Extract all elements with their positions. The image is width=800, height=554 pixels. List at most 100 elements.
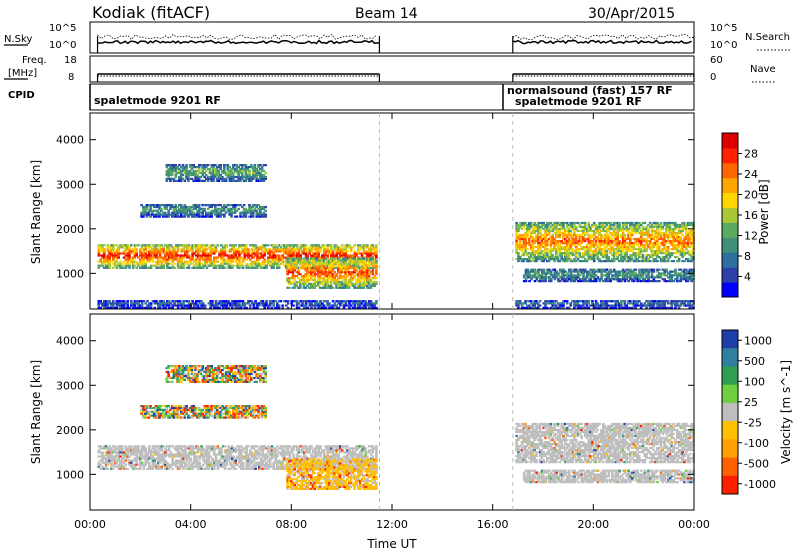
power-cell [656, 256, 659, 259]
power-cell [549, 237, 553, 241]
power-cell [366, 246, 369, 249]
power-cell [353, 252, 357, 255]
power-cell [324, 267, 327, 270]
power-cell [576, 240, 580, 243]
power-cell [220, 254, 223, 257]
power-cell [668, 223, 672, 227]
power-cell [242, 211, 246, 214]
power-cell [313, 304, 317, 307]
power-cell [244, 207, 248, 210]
power-cell [139, 266, 142, 269]
power-cell [169, 207, 172, 210]
power-cell [301, 246, 304, 249]
power-cell [212, 179, 215, 182]
power-cell [167, 171, 170, 175]
power-cell [535, 278, 539, 281]
power-cell [156, 205, 160, 209]
power-cell [542, 272, 546, 275]
power-cell [230, 177, 233, 180]
power-cell [149, 264, 153, 267]
power-cell [547, 250, 551, 253]
power-cell [209, 244, 212, 247]
power-cell [317, 282, 320, 285]
power-cell [623, 223, 627, 227]
power-cell [593, 272, 596, 275]
power-cell [169, 254, 173, 257]
power-cell [611, 278, 614, 281]
power-cell [652, 258, 656, 261]
power-cell [328, 267, 331, 270]
power-cell [546, 242, 549, 245]
power-cell [643, 244, 647, 247]
power-cell [528, 225, 531, 229]
power-cell [106, 244, 110, 247]
power-cell [237, 166, 240, 169]
power-cell [302, 278, 306, 282]
power-cell [171, 306, 174, 309]
power-cell [564, 227, 567, 231]
power-cell [112, 250, 115, 253]
power-cell [625, 225, 628, 229]
power-cell [121, 262, 124, 265]
power-cell [260, 207, 264, 210]
power-cell [591, 229, 594, 233]
power-cell [315, 246, 319, 249]
power-cell [551, 256, 554, 259]
power-cell [277, 248, 281, 251]
power-cell [268, 254, 272, 257]
power-cell [248, 300, 252, 303]
power-cell [322, 261, 326, 264]
power-cell [526, 254, 529, 257]
power-cell [349, 282, 353, 285]
power-cell [148, 306, 151, 309]
power-cell [679, 250, 683, 253]
power-cell [310, 302, 313, 305]
power-cell [638, 227, 641, 231]
power-cell [143, 211, 147, 214]
power-cell [185, 244, 189, 247]
power-cell [558, 280, 562, 283]
power-cell [355, 263, 358, 266]
power-cell [207, 254, 211, 257]
power-cell [326, 302, 329, 305]
power-cell [338, 284, 342, 287]
power-cell [587, 242, 591, 245]
power-cell [128, 264, 131, 267]
power-cell [366, 271, 369, 274]
power-cell [211, 300, 214, 303]
power-cell [257, 171, 260, 175]
power-cell [367, 248, 371, 251]
power-cell [157, 256, 160, 259]
power-cell [311, 267, 315, 270]
power-cell [97, 306, 101, 309]
power-cell [643, 250, 647, 253]
power-cell [533, 250, 536, 253]
power-cell [330, 252, 333, 255]
power-cell [627, 244, 630, 247]
power-cell [596, 268, 600, 271]
power-cell [656, 225, 659, 229]
power-cell [611, 237, 614, 241]
power-cell [331, 267, 335, 270]
power-cell [122, 252, 126, 255]
power-cell [558, 235, 562, 239]
power-cell [591, 252, 594, 255]
power-cell [228, 179, 231, 182]
power-cell [133, 244, 137, 247]
power-cell [647, 223, 650, 227]
power-cell [594, 278, 598, 281]
power-cell [547, 237, 551, 241]
power-cell [294, 250, 297, 253]
power-cell [330, 304, 333, 307]
power-cell [241, 244, 245, 247]
power-cell [674, 233, 677, 237]
power-cell [329, 271, 333, 274]
power-cell [371, 280, 375, 284]
power-cell [302, 267, 306, 270]
power-cell [548, 272, 551, 275]
power-cell [176, 209, 179, 212]
power-cell [574, 260, 578, 263]
power-cell [665, 274, 668, 277]
power-cell [643, 227, 647, 231]
power-cell [146, 250, 149, 253]
